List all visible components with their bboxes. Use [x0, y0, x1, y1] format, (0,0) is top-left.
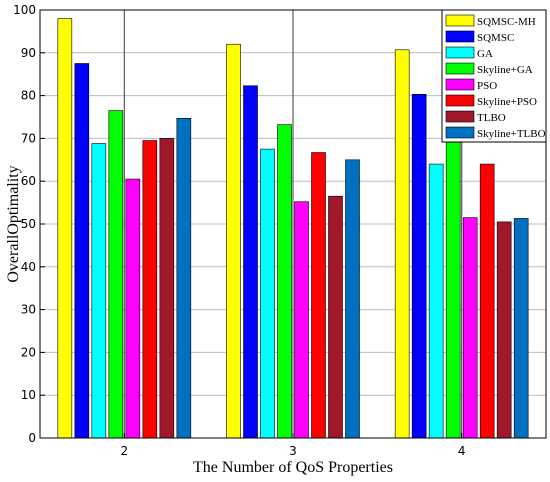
bar-sqmsc-4 — [411, 94, 427, 439]
bar-skyline-ga-4 — [445, 112, 461, 439]
y-axis-ticks: 0 10 20 30 40 50 60 70 80 90 100 — [13, 3, 45, 445]
bar-pso-3 — [294, 201, 309, 439]
bar-sqmsc-mh-4 — [394, 49, 410, 439]
y-tick-label: 100 — [13, 3, 36, 17]
bar-sqmsc-3 — [243, 85, 258, 439]
bar-skyline-ga-2 — [108, 110, 124, 439]
x-axis-title: The Number of QoS Properties — [193, 459, 393, 476]
y-tick-label: 30 — [21, 303, 36, 317]
bar-pso-2 — [125, 178, 141, 439]
legend-label: SQMSC — [477, 32, 514, 44]
bar-skyline-ga-3 — [277, 124, 292, 439]
bar-skyline-pso-3 — [311, 152, 326, 439]
legend-swatch — [445, 78, 475, 91]
y-tick-label: 10 — [21, 388, 36, 402]
bar-tlbo-2 — [159, 138, 175, 439]
y-tick-label: 90 — [21, 46, 36, 60]
bar-sqmsc-2 — [74, 63, 90, 439]
bar-skyline-tlbo-2 — [176, 117, 192, 439]
legend-swatch — [445, 110, 475, 123]
legend: SQMSC-MH SQMSC GA Skyline+GA PSO Skyline+PSO T… — [441, 9, 547, 143]
bar-skyline-pso-4 — [479, 163, 495, 439]
y-tick-label: 20 — [21, 345, 36, 359]
y-tick-label: 80 — [21, 89, 36, 103]
y-tick-label: 0 — [28, 431, 36, 445]
legend-swatch — [445, 46, 475, 59]
y-axis-title: OverallOptimality — [5, 165, 22, 282]
legend-label: Skyline+GA — [477, 64, 533, 76]
legend-swatch — [445, 30, 475, 43]
bar-ga-3 — [260, 148, 275, 439]
legend-label: Skyline+TLBO — [477, 128, 546, 140]
bar-skyline-tlbo-4 — [513, 218, 529, 439]
bar-sqmsc-mh-3 — [226, 43, 241, 439]
legend-label: PSO — [477, 80, 497, 92]
legend-swatch — [445, 94, 475, 107]
legend-swatch — [445, 14, 475, 27]
bar-sqmsc-mh-2 — [57, 18, 73, 439]
legend-label: Skyline+PSO — [477, 96, 537, 108]
y-tick-label: 40 — [21, 260, 36, 274]
bar-ga-2 — [91, 143, 107, 439]
bar-ga-4 — [428, 163, 444, 439]
x-tick-label: 3 — [289, 444, 297, 458]
legend-label: GA — [477, 48, 493, 60]
legend-label: SQMSC-MH — [477, 16, 536, 28]
legend-label: TLBO — [477, 112, 506, 124]
bar-pso-4 — [462, 217, 478, 439]
y-tick-label: 50 — [21, 217, 36, 231]
legend-swatch — [445, 62, 475, 75]
bar-tlbo-4 — [496, 221, 512, 439]
bar-skyline-tlbo-3 — [345, 159, 360, 439]
x-tick-label: 4 — [458, 444, 466, 458]
y-tick-label: 60 — [21, 174, 36, 188]
y-tick-label: 70 — [21, 131, 36, 145]
x-tick-label: 2 — [121, 444, 129, 458]
x-axis-ticks: 2 3 4 — [121, 433, 466, 458]
legend-swatch — [445, 126, 475, 139]
bar-skyline-pso-2 — [142, 140, 158, 439]
bar-tlbo-3 — [328, 195, 343, 439]
